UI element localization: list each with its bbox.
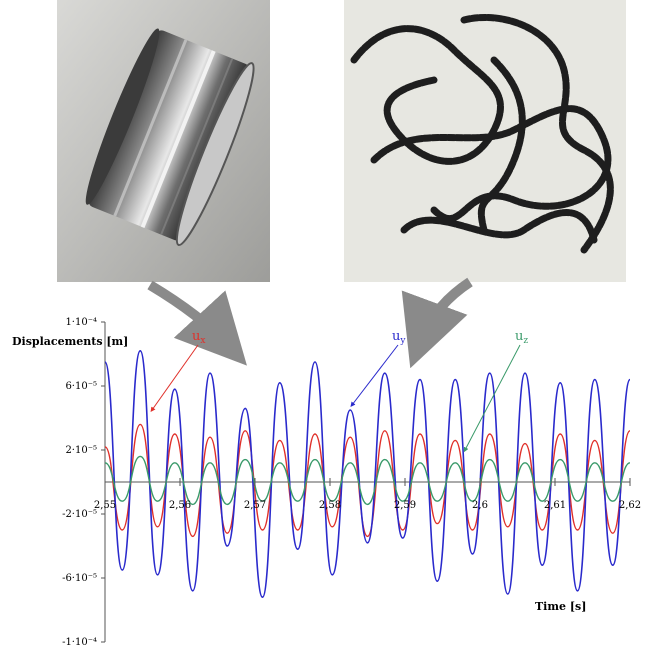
- right-photo-arrow: [401, 277, 473, 369]
- ux-pointer: [150, 344, 199, 413]
- y-tick-label: -6·10⁻⁵: [62, 573, 97, 584]
- x-tick-label: 2,59: [394, 500, 416, 511]
- workpiece-photo: [57, 0, 270, 282]
- x-tick-label: 2,55: [94, 500, 116, 511]
- uz-pointer: [463, 344, 521, 453]
- x-tick-label: 2,61: [544, 500, 566, 511]
- y-axis-label: Displacements [m]: [12, 335, 128, 348]
- uy-pointer: [350, 344, 399, 407]
- series-line-ux: [104, 423, 631, 538]
- y-tick-label: -1·10⁻⁴: [62, 637, 97, 648]
- series-label-uy: uy: [392, 329, 406, 346]
- left-photo-arrow: [147, 280, 247, 366]
- series-label-ux: ux: [192, 329, 205, 346]
- ticks-layer: 1·10⁻⁴ 6·10⁻⁵ 2·10⁻⁵ -2·10⁻⁵ -6·10⁻⁵ -1·10⁻⁴ 2…: [62, 317, 641, 648]
- x-axis-label: Time [s]: [535, 600, 586, 613]
- x-tick-label: 2,56: [169, 500, 191, 511]
- y-tick-label: -2·10⁻⁵: [62, 509, 97, 520]
- metal-chips-photo: [344, 0, 626, 282]
- y-tick-label: 2·10⁻⁵: [65, 445, 97, 456]
- series-line-uz: [104, 455, 631, 506]
- series-layer: [104, 349, 631, 599]
- x-tick-label: 2,6: [472, 500, 488, 511]
- y-tick-label: 1·10⁻⁴: [65, 317, 97, 328]
- x-tick-label: 2,62: [619, 500, 641, 511]
- x-tick-label: 2,57: [244, 500, 266, 511]
- y-tick-label: 6·10⁻⁵: [65, 381, 97, 392]
- series-line-uy: [104, 349, 631, 599]
- series-label-uz: uz: [515, 329, 528, 346]
- x-tick-label: 2,58: [319, 500, 341, 511]
